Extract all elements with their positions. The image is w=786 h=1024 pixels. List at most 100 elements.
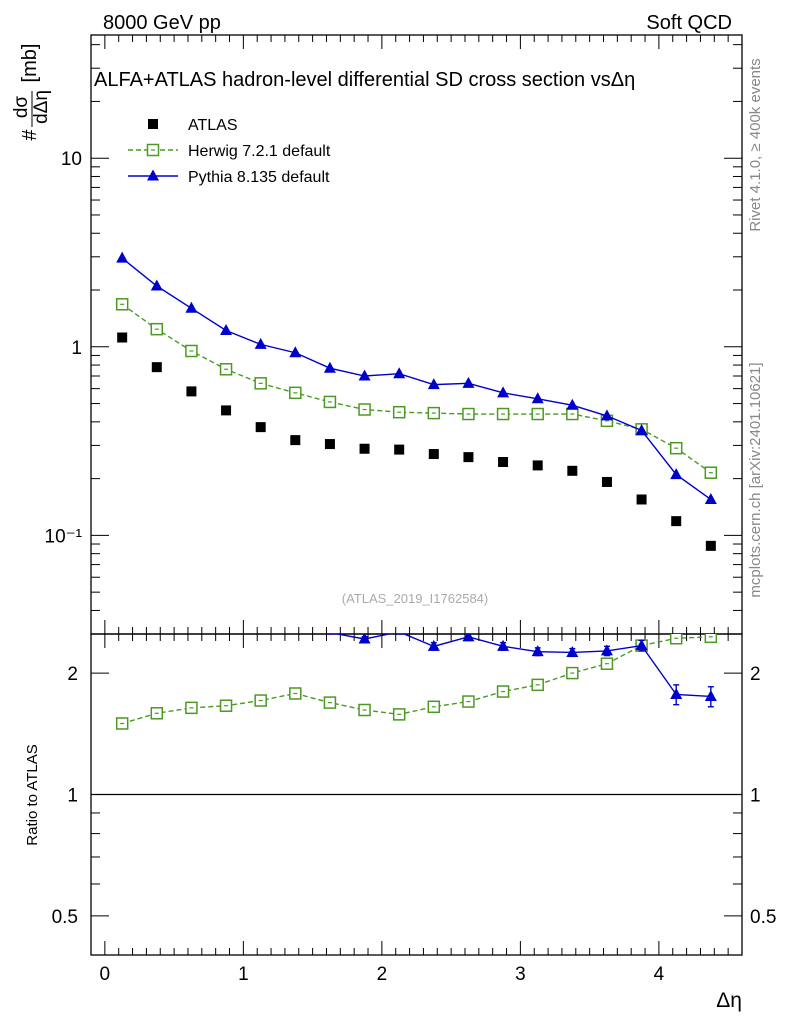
main-point — [705, 540, 716, 551]
ratio-tick-label: 1 — [67, 786, 78, 807]
ratio-tick-label: 0.5 — [52, 907, 78, 928]
ratio-series-herwig — [115, 634, 718, 730]
main-point — [601, 476, 612, 487]
legend-label: Pythia 8.135 default — [188, 169, 330, 186]
ratio-point — [566, 666, 579, 680]
ratio-point — [531, 645, 544, 657]
y-label-numerator: dσ — [11, 96, 32, 119]
legend-marker — [147, 169, 159, 181]
main-point — [428, 449, 439, 460]
ratio-point — [462, 634, 475, 642]
legend-entry: Pythia 8.135 default — [128, 169, 330, 186]
ratio-point — [289, 687, 302, 700]
y-label-prefix: # — [19, 129, 41, 141]
x-tick-label: 2 — [377, 964, 388, 985]
main-point — [358, 403, 371, 416]
main-point — [150, 322, 164, 336]
ratio-y-label: Ratio to ATLAS — [24, 744, 41, 845]
main-point — [566, 407, 579, 421]
legend-entry: Herwig 7.2.1 default — [128, 143, 331, 160]
ratio-point — [600, 644, 613, 656]
x-tick-label: 4 — [654, 964, 665, 985]
ratio-line — [121, 636, 711, 725]
main-point — [496, 407, 510, 421]
main-line — [121, 303, 712, 474]
ratio-point — [670, 687, 683, 699]
main-point — [669, 441, 683, 455]
main-point — [532, 460, 543, 471]
ratio-point — [358, 703, 371, 717]
ratio-point — [358, 634, 371, 644]
ratio-point — [427, 639, 440, 651]
axis-ticks: 0 1 2 3 4 10⁻¹ 1 10 0.5 0.5 1 1 2 2 — [45, 35, 776, 985]
main-point — [117, 332, 128, 343]
main-point — [392, 405, 406, 419]
ratio-point — [704, 689, 717, 701]
ratio-point — [462, 695, 475, 708]
legend-marker — [146, 143, 160, 157]
source-note: mcplots.cern.ch [arXiv:2401.10621] — [747, 362, 764, 597]
main-point — [323, 395, 337, 409]
rivet-note: Rivet 4.1.0, ≥ 400k events — [747, 58, 764, 231]
y-label-unit: [mb] — [19, 44, 41, 83]
y-tick-label: 10⁻¹ — [45, 526, 83, 547]
legend-entry: ATLAS — [148, 117, 238, 134]
beam-label: 8000 GeV pp — [103, 12, 221, 34]
open-square-marker — [704, 634, 718, 644]
main-point — [704, 466, 718, 479]
y-tick-label: 10 — [61, 149, 82, 170]
ratio-point — [496, 685, 510, 698]
main-point — [394, 444, 405, 455]
main-point — [290, 435, 301, 446]
legend: ATLAS Herwig 7.2.1 default Pythia 8.135 de… — [128, 117, 331, 186]
legend-label: ATLAS — [188, 117, 238, 134]
main-point — [427, 378, 440, 390]
x-tick-label: 1 — [238, 964, 249, 985]
main-point — [323, 361, 336, 373]
open-square-marker — [669, 634, 683, 645]
main-point — [462, 407, 475, 421]
legend-label: Herwig 7.2.1 default — [188, 143, 331, 160]
main-series-pythia — [116, 251, 717, 504]
ratio-point — [704, 634, 718, 644]
main-point — [324, 439, 335, 450]
analysis-id: (ATLAS_2019_I1762584) — [342, 591, 488, 606]
ratio-tick-label: 2 — [67, 664, 78, 685]
main-point — [185, 301, 198, 313]
ratio-tick-label-right: 2 — [750, 664, 761, 685]
ratio-point — [219, 699, 233, 712]
x-tick-label: 3 — [515, 964, 526, 985]
main-point — [221, 405, 232, 416]
x-axis-label: Δη — [716, 989, 742, 1012]
main-point — [289, 386, 302, 400]
main-point — [185, 344, 198, 358]
ratio-point — [427, 700, 441, 714]
main-panel-content — [115, 251, 718, 551]
main-point — [498, 456, 509, 467]
main-point — [116, 251, 129, 263]
main-point — [635, 423, 648, 435]
main-point — [150, 279, 163, 291]
ratio-point — [669, 634, 683, 645]
main-point — [115, 298, 129, 311]
ratio-point — [497, 639, 510, 651]
main-point — [219, 363, 233, 376]
ratio-point — [185, 701, 198, 715]
main-point — [670, 468, 683, 480]
main-series-herwig — [115, 298, 718, 479]
main-point — [393, 367, 406, 379]
ratio-tick-label-right: 0.5 — [750, 907, 776, 928]
ratio-point — [392, 708, 406, 721]
main-point — [358, 369, 371, 381]
x-tick-label: 0 — [100, 964, 111, 985]
ratio-point — [150, 707, 164, 720]
main-point — [671, 516, 682, 527]
y-axis-label: # dσ dΔη [mb] — [11, 44, 52, 141]
ratio-series-pythia — [326, 634, 717, 708]
legend-marker — [148, 119, 158, 129]
ratio-line — [333, 634, 711, 698]
ratio-panel-content — [91, 634, 742, 796]
ratio-point — [600, 657, 614, 670]
y-tick-label: 1 — [71, 338, 82, 359]
